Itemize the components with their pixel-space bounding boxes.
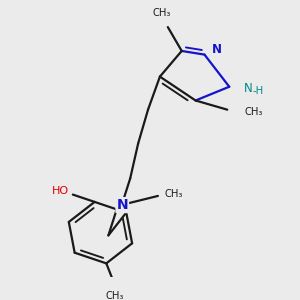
Text: CH₃: CH₃ [165, 189, 183, 199]
Text: CH₃: CH₃ [105, 291, 123, 300]
Text: CH₃: CH₃ [244, 106, 262, 116]
Text: N: N [116, 198, 128, 212]
Text: CH₃: CH₃ [153, 8, 171, 18]
Text: N: N [244, 82, 253, 95]
Text: N: N [212, 43, 221, 56]
Text: HO: HO [52, 186, 69, 196]
Text: -H: -H [252, 86, 263, 96]
